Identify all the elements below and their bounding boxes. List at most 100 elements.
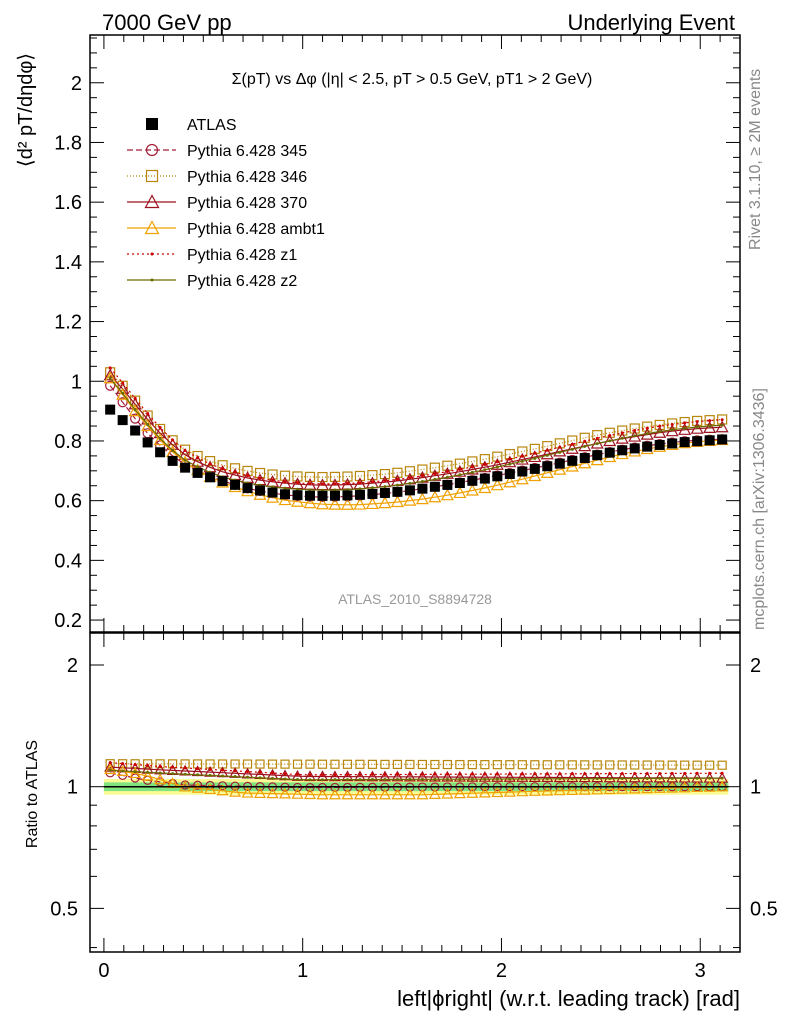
ratio-point bbox=[366, 788, 379, 800]
ratio-point bbox=[308, 778, 312, 782]
data-point bbox=[528, 450, 542, 463]
ratio-point bbox=[445, 772, 449, 776]
ratio-point bbox=[342, 759, 353, 769]
ratio-point bbox=[171, 765, 175, 769]
ratio-point bbox=[242, 759, 253, 769]
data-point bbox=[620, 436, 624, 440]
ratio-point bbox=[692, 760, 702, 770]
ratio-point bbox=[246, 775, 250, 779]
data-point bbox=[570, 447, 574, 451]
ratio-point bbox=[441, 770, 454, 782]
ratio-point bbox=[620, 777, 624, 781]
y-tick-label: 1.2 bbox=[54, 312, 82, 334]
data-point bbox=[117, 415, 128, 426]
ratio-point bbox=[317, 759, 328, 769]
ratio-point bbox=[146, 770, 150, 774]
ratio-point bbox=[492, 760, 502, 770]
ratio-point bbox=[605, 760, 615, 770]
ratio-point bbox=[466, 786, 479, 798]
data-point bbox=[196, 465, 200, 469]
data-point bbox=[467, 475, 478, 486]
data-point bbox=[378, 496, 392, 509]
data-point bbox=[553, 444, 567, 457]
ratio-point bbox=[595, 777, 599, 781]
ratio-point bbox=[683, 771, 687, 775]
legend-marker bbox=[145, 143, 159, 157]
data-point bbox=[445, 470, 449, 474]
ratio-panel: 0.5 0.5 1 1 2 2 0 1 2 3 Ratio to ATLAS left|ϕrig… bbox=[24, 632, 778, 1011]
ratio-point bbox=[455, 759, 465, 770]
ratio-point bbox=[333, 773, 337, 777]
ratio-point bbox=[545, 777, 549, 781]
data-point bbox=[367, 488, 378, 499]
ratio-point bbox=[320, 778, 324, 782]
ratio-point bbox=[645, 771, 649, 775]
ratio-point bbox=[653, 782, 666, 793]
data-point bbox=[608, 434, 612, 438]
ratio-point bbox=[566, 784, 579, 795]
data-point bbox=[695, 425, 699, 429]
ratio-point bbox=[470, 772, 474, 776]
data-point bbox=[255, 485, 266, 496]
ratio-point bbox=[503, 785, 516, 797]
data-point bbox=[454, 478, 465, 489]
ratio-point bbox=[330, 759, 340, 769]
data-point bbox=[520, 459, 524, 463]
data-point bbox=[153, 433, 167, 446]
ratio-point bbox=[420, 777, 424, 781]
ratio-point bbox=[408, 772, 412, 776]
data-point bbox=[108, 376, 112, 380]
ratio-point bbox=[292, 782, 303, 793]
data-point bbox=[358, 487, 362, 491]
ratio-point bbox=[453, 787, 466, 799]
ratio-point bbox=[258, 770, 262, 774]
ratio-point bbox=[545, 772, 549, 776]
ratio-point bbox=[553, 784, 566, 796]
ratio-point bbox=[695, 771, 699, 775]
ratio-point bbox=[191, 781, 204, 793]
data-point bbox=[678, 423, 692, 435]
data-point bbox=[515, 452, 529, 465]
ratio-y-tick-label: 0.5 bbox=[50, 898, 78, 920]
legend-label: Pythia 6.428 345 bbox=[187, 143, 307, 160]
ratio-point bbox=[221, 774, 225, 778]
data-point bbox=[108, 366, 112, 370]
data-point bbox=[315, 497, 329, 510]
ratio-ylabel: Ratio to ATLAS bbox=[24, 740, 41, 848]
data-point bbox=[520, 454, 524, 458]
ratio-point bbox=[542, 760, 552, 770]
ratio-point bbox=[603, 771, 616, 783]
data-point bbox=[490, 478, 504, 491]
ratio-point bbox=[192, 780, 203, 790]
data-point bbox=[428, 490, 442, 503]
ratio-point bbox=[267, 759, 278, 769]
data-point bbox=[715, 420, 729, 433]
ratio-point bbox=[355, 759, 365, 769]
data-point bbox=[283, 486, 287, 490]
data-point bbox=[105, 380, 116, 391]
data-point bbox=[429, 462, 440, 473]
data-point bbox=[146, 423, 150, 427]
data-point bbox=[340, 498, 354, 510]
ratio-y-tick-label-right: 0.5 bbox=[750, 898, 778, 920]
ratio-point bbox=[458, 772, 462, 776]
ratio-point bbox=[608, 772, 612, 776]
data-point bbox=[404, 485, 415, 496]
legend-entry: Pythia 6.428 346 bbox=[127, 169, 307, 186]
ratio-point bbox=[528, 785, 541, 796]
ratio-point bbox=[430, 759, 440, 770]
data-point bbox=[445, 475, 449, 479]
data-point bbox=[540, 447, 554, 460]
ratio-point bbox=[617, 760, 627, 770]
data-point bbox=[158, 437, 162, 441]
data-point bbox=[417, 483, 428, 494]
data-point bbox=[483, 462, 487, 466]
legend-entry: ATLAS bbox=[146, 117, 237, 134]
ratio-point bbox=[358, 778, 362, 782]
ratio-point bbox=[533, 772, 537, 776]
ratio-point bbox=[141, 769, 154, 781]
ratio-point bbox=[478, 770, 491, 782]
y-tick-label: 1.6 bbox=[54, 192, 82, 214]
ratio-point bbox=[392, 759, 403, 770]
